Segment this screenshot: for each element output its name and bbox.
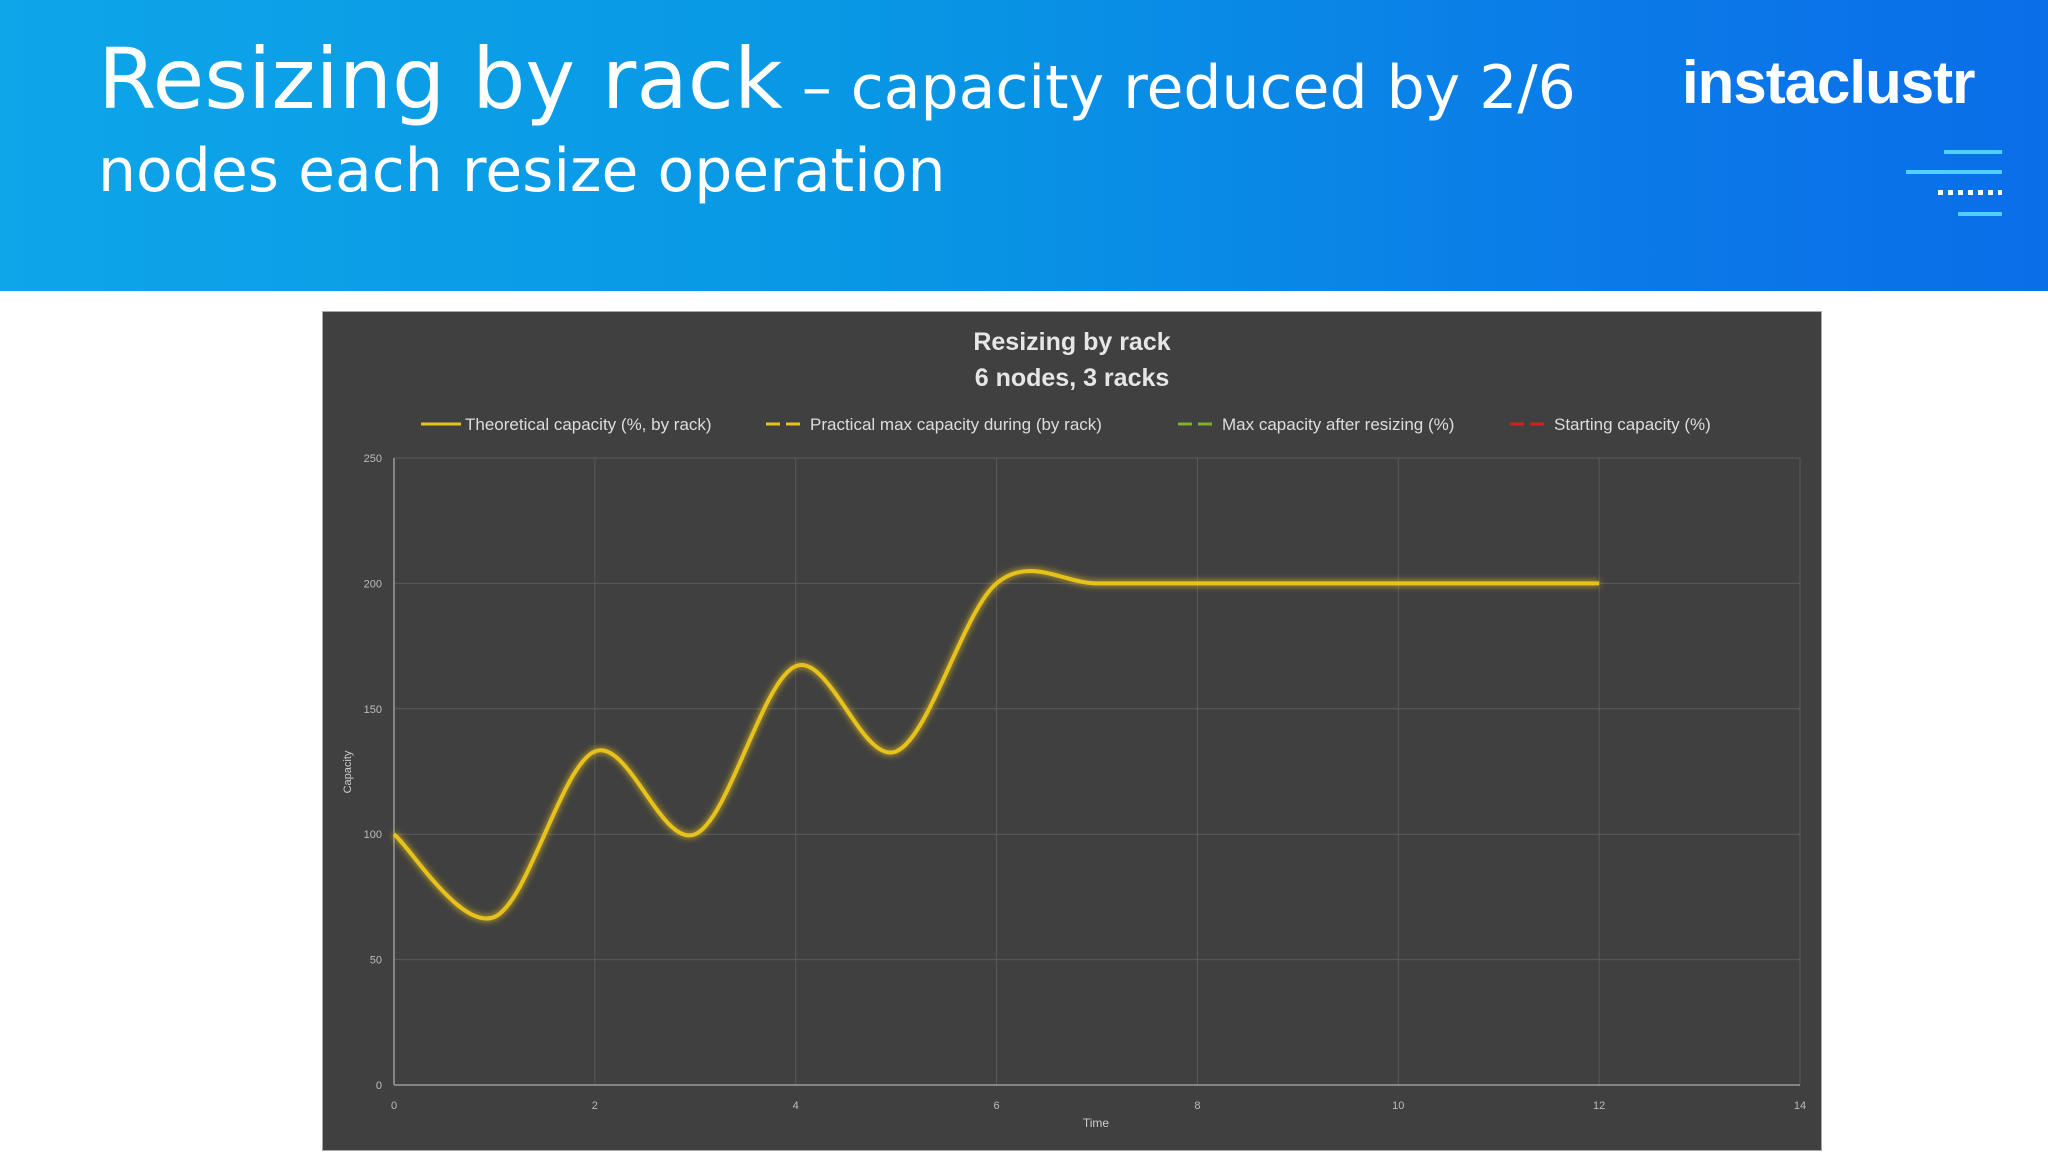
slide-title-sub: – capacity reduced by 2/6	[782, 53, 1576, 123]
capacity-chart: 0 50 100 150 200 250 0 2 4 6 8 10 12 14 Theoretical c…	[342, 328, 1806, 1130]
y-tick-label: 50	[370, 955, 382, 967]
instaclustr-logo: instaclustr	[1682, 49, 1975, 116]
series	[392, 569, 1600, 921]
y-tick-label: 100	[364, 829, 382, 841]
grid	[393, 457, 1801, 1086]
x-tick-label: 4	[793, 1100, 799, 1112]
y-axis-label: Capacity	[342, 750, 354, 793]
menu-line-3	[1958, 212, 2002, 216]
legend-label: Theoretical capacity (%, by rack)	[465, 415, 712, 434]
chart-title: Resizing by rack	[973, 328, 1170, 356]
slide-title-line2: nodes each resize operation	[98, 136, 946, 206]
slide-title-main: Resizing by rack	[98, 30, 783, 128]
legend-label: Starting capacity (%)	[1554, 415, 1711, 434]
menu-lines-icon	[1906, 150, 2002, 220]
legend: Theoretical capacity (%, by rack) Practic…	[421, 415, 1711, 434]
y-tick-label: 150	[364, 704, 382, 716]
x-tick-label: 14	[1794, 1100, 1806, 1112]
x-tick-label: 12	[1593, 1100, 1605, 1112]
chart-subtitle: 6 nodes, 3 racks	[975, 364, 1170, 392]
axes: 0 50 100 150 200 250 0 2 4 6 8 10 12 14	[364, 453, 1806, 1112]
menu-dots	[1938, 190, 2002, 195]
x-tick-label: 6	[994, 1100, 1000, 1112]
x-tick-label: 0	[391, 1100, 397, 1112]
menu-line-1	[1944, 150, 2002, 154]
slide-header: Resizing by rack – capacity reduced by 2…	[0, 0, 2048, 291]
slide-title: Resizing by rack – capacity reduced by 2…	[98, 30, 1576, 128]
y-tick-label: 250	[364, 453, 382, 465]
x-tick-label: 8	[1194, 1100, 1200, 1112]
x-tick-label: 2	[592, 1100, 598, 1112]
x-tick-label: 10	[1392, 1100, 1404, 1112]
y-tick-label: 0	[376, 1080, 382, 1092]
legend-label: Practical max capacity during (by rack)	[810, 415, 1102, 434]
y-tick-label: 200	[364, 578, 382, 590]
x-axis-label: Time	[1083, 1116, 1110, 1130]
menu-line-2	[1906, 170, 2002, 174]
series-line-0	[392, 569, 1600, 921]
chart-panel: 0 50 100 150 200 250 0 2 4 6 8 10 12 14 Theoretical c…	[322, 311, 1822, 1151]
legend-label: Max capacity after resizing (%)	[1222, 415, 1454, 434]
